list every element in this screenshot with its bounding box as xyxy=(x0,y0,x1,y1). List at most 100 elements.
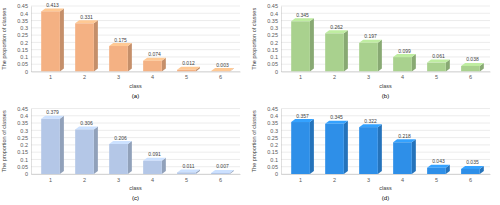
tick: 4 xyxy=(151,174,154,183)
bar-side xyxy=(128,141,132,174)
tick: 2 xyxy=(333,72,336,81)
tick-label: 4 xyxy=(401,74,404,80)
tick-label: 0.2 xyxy=(20,142,28,148)
bar-side xyxy=(344,121,348,174)
tick-label: 2 xyxy=(333,74,336,80)
tick-label: 0 xyxy=(25,69,28,75)
tick: 0.4 xyxy=(20,113,31,119)
tick: 0.35 xyxy=(267,18,281,24)
tick-label: 2 xyxy=(83,177,86,183)
tick: 1 xyxy=(49,72,52,81)
data-labels: 0.3450.2620.1970.0990.0610.038 xyxy=(296,12,479,63)
data-label: 0.011 xyxy=(182,163,194,169)
data-label: 0.322 xyxy=(364,118,377,124)
bar-side xyxy=(310,18,314,71)
tick-label: 0.15 xyxy=(17,149,28,155)
bar xyxy=(393,142,412,174)
y-axis-title: The proportion of classes xyxy=(1,8,7,70)
bar-3d xyxy=(75,126,98,174)
bar xyxy=(143,161,162,174)
bar-top xyxy=(143,58,166,61)
tick-label: 6 xyxy=(469,177,472,183)
tick: 5 xyxy=(185,72,188,81)
axis-line xyxy=(282,72,491,73)
tick: 1 xyxy=(49,174,52,183)
tick: 0.05 xyxy=(17,61,31,67)
bar-side xyxy=(128,43,132,71)
tick: 0.15 xyxy=(267,47,281,53)
panel: 00.050.10.150.20.250.30.350.40.451234560… xyxy=(251,106,491,201)
bar xyxy=(109,144,128,174)
bar-top xyxy=(359,40,382,43)
tick: 3 xyxy=(117,174,120,183)
bar-side xyxy=(378,40,382,72)
data-label: 0.099 xyxy=(398,48,411,54)
axis-line xyxy=(32,72,241,73)
bar-3d xyxy=(177,67,200,72)
bar-top xyxy=(177,169,200,172)
tick-label: 0.1 xyxy=(270,157,278,163)
x-axis-title: class xyxy=(379,185,392,191)
tick: 0.45 xyxy=(17,3,31,9)
data-label: 0.175 xyxy=(114,37,127,43)
grid-line xyxy=(281,13,490,14)
panel: 00.050.10.150.20.250.30.350.40.451234560… xyxy=(251,3,491,98)
bar-top xyxy=(393,139,416,142)
tick: 0.3 xyxy=(270,128,281,134)
tick-label: 0.25 xyxy=(267,32,278,38)
tick-label: 4 xyxy=(151,177,154,183)
tick-label: 0.15 xyxy=(17,47,28,53)
tick: 0.3 xyxy=(270,25,281,31)
axis-line xyxy=(281,7,282,73)
tick-label: 0.3 xyxy=(270,128,278,134)
bar xyxy=(359,43,378,72)
tick: 0.35 xyxy=(17,18,31,24)
bar xyxy=(359,127,378,174)
axis-line xyxy=(281,109,282,175)
tick: 0.05 xyxy=(267,164,281,170)
tick: 0.25 xyxy=(267,32,281,38)
bar xyxy=(143,61,162,72)
tick-label: 6 xyxy=(219,177,222,183)
bar-3d xyxy=(291,119,314,174)
bar-top xyxy=(427,60,450,63)
x-axis: 123456 xyxy=(282,174,491,183)
data-label: 0.345 xyxy=(330,114,343,120)
tick-label: 0.45 xyxy=(17,3,28,9)
tick: 0.45 xyxy=(267,3,281,9)
axis-line xyxy=(31,7,32,73)
data-label: 0.091 xyxy=(148,151,161,157)
data-label: 0.043 xyxy=(432,158,445,164)
bar-top xyxy=(393,54,416,57)
tick-label: 0.4 xyxy=(20,113,28,119)
bar-top xyxy=(359,124,382,127)
tick: 0.1 xyxy=(270,157,281,163)
data-label: 0.074 xyxy=(148,51,161,57)
data-labels: 0.3570.3450.3220.2180.0430.035 xyxy=(296,113,479,166)
data-label: 0.306 xyxy=(80,120,93,126)
tick-label: 0 xyxy=(25,171,28,177)
panel-caption: (b) xyxy=(382,93,389,99)
bar-top xyxy=(41,116,64,119)
tick: 0.1 xyxy=(270,54,281,60)
bar-3d xyxy=(211,68,234,71)
bar-top xyxy=(177,67,200,70)
bar-3d xyxy=(461,63,484,72)
y-axis: 00.050.10.150.20.250.30.350.40.45 xyxy=(17,3,31,74)
bar-top xyxy=(211,68,234,71)
grid-line xyxy=(31,71,240,72)
data-label: 0.206 xyxy=(114,135,127,141)
panel-caption: (c) xyxy=(132,195,139,201)
tick-label: 0.25 xyxy=(17,135,28,141)
tick-label: 0.3 xyxy=(270,25,278,31)
tick: 2 xyxy=(83,72,86,81)
y-axis-title: The proportion of classes xyxy=(251,110,257,172)
x-axis: 123456 xyxy=(282,72,491,81)
tick: 0.45 xyxy=(267,106,281,112)
bar xyxy=(177,172,196,174)
bar xyxy=(461,66,480,72)
tick: 6 xyxy=(469,174,472,183)
tick-label: 3 xyxy=(117,177,120,183)
tick: 0.2 xyxy=(270,142,281,148)
bar-3d xyxy=(325,30,348,71)
